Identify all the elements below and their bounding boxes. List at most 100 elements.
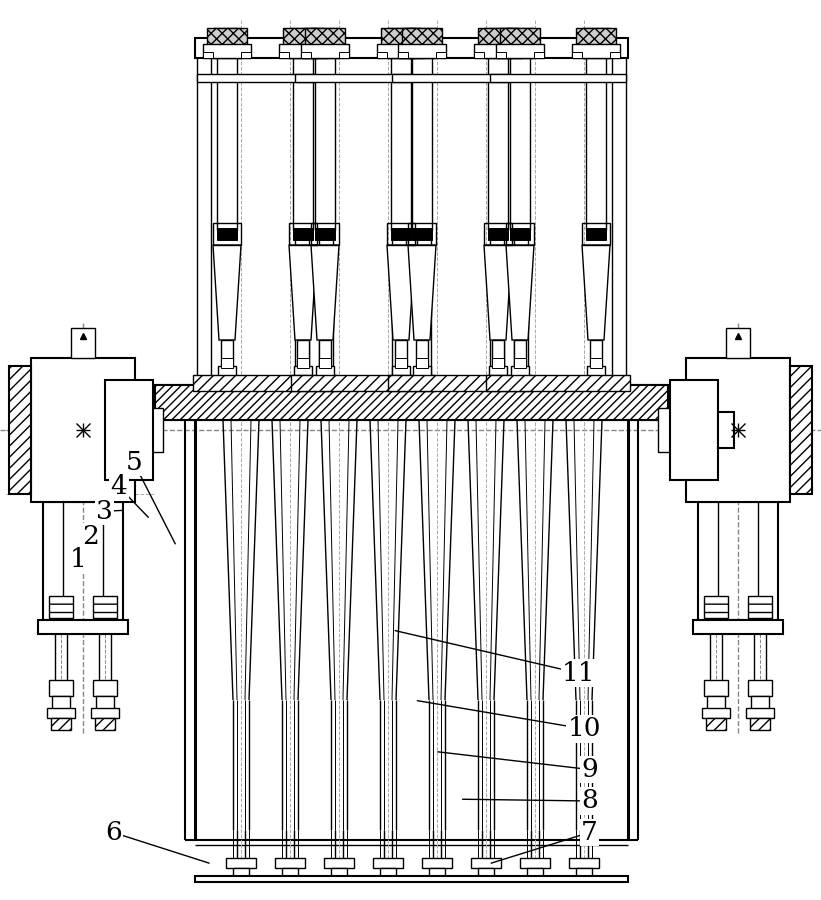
Bar (726, 328, 750, 358)
Bar (218, 366, 236, 378)
Polygon shape (408, 245, 436, 340)
Bar (748, 680, 772, 696)
Bar (207, 28, 247, 56)
Bar (572, 44, 620, 58)
Bar (301, 52, 311, 58)
Bar (514, 56, 528, 385)
Bar (301, 44, 349, 58)
Bar (315, 228, 335, 240)
Bar (297, 340, 309, 380)
Bar (415, 52, 425, 58)
Bar (197, 74, 333, 82)
Bar (490, 56, 504, 385)
Bar (693, 620, 783, 634)
Bar (506, 223, 534, 245)
Bar (586, 56, 606, 230)
Bar (279, 52, 289, 58)
Bar (71, 328, 95, 358)
Bar (416, 340, 428, 380)
Bar (388, 375, 532, 391)
Bar (293, 38, 433, 58)
Text: 5: 5 (126, 450, 142, 475)
Bar (311, 223, 339, 245)
Bar (471, 858, 501, 868)
Bar (155, 385, 668, 420)
Bar (576, 868, 592, 878)
Bar (527, 868, 543, 878)
Bar (412, 228, 432, 240)
Bar (514, 340, 526, 380)
Text: 3: 3 (96, 499, 112, 524)
Bar (496, 52, 506, 58)
Bar (315, 56, 335, 230)
Bar (289, 223, 317, 245)
Bar (569, 858, 599, 868)
Polygon shape (582, 245, 610, 340)
Bar (582, 223, 610, 245)
Bar (203, 44, 251, 58)
Bar (582, 28, 610, 58)
Bar (316, 366, 334, 378)
Text: 1: 1 (70, 547, 86, 572)
Bar (658, 408, 678, 452)
Bar (377, 44, 425, 58)
Bar (295, 74, 431, 82)
Bar (387, 223, 415, 245)
Bar (324, 858, 354, 868)
Bar (283, 28, 323, 56)
Bar (408, 28, 436, 58)
Bar (241, 52, 251, 58)
Bar (398, 44, 446, 58)
Bar (486, 375, 630, 391)
Polygon shape (311, 245, 339, 340)
Bar (331, 868, 347, 878)
Bar (105, 380, 153, 480)
Bar (93, 680, 117, 696)
Bar (484, 223, 512, 245)
Bar (91, 708, 119, 718)
Bar (213, 28, 241, 58)
Bar (576, 28, 616, 56)
Bar (748, 596, 772, 618)
Bar (392, 74, 528, 82)
Bar (587, 366, 605, 378)
Bar (586, 228, 606, 240)
Bar (95, 718, 115, 730)
Bar (506, 28, 534, 58)
Bar (31, 358, 135, 502)
Bar (670, 380, 718, 480)
Bar (197, 56, 211, 385)
Bar (510, 56, 530, 230)
Bar (534, 52, 544, 58)
Bar (746, 708, 774, 718)
Bar (213, 223, 241, 245)
Bar (702, 708, 730, 718)
Bar (500, 28, 540, 56)
Bar (391, 56, 411, 230)
Bar (193, 375, 337, 391)
Bar (319, 56, 333, 385)
Bar (226, 858, 256, 868)
Bar (293, 56, 313, 230)
Bar (305, 28, 345, 56)
Bar (390, 38, 530, 58)
Bar (707, 696, 725, 710)
Bar (489, 366, 507, 378)
Bar (704, 680, 728, 696)
Bar (392, 366, 410, 378)
Bar (297, 358, 309, 368)
Bar (492, 340, 504, 380)
Bar (413, 366, 431, 378)
Bar (195, 38, 335, 58)
Bar (279, 44, 327, 58)
Bar (706, 718, 726, 730)
Bar (217, 228, 237, 240)
Bar (496, 44, 544, 58)
Bar (474, 52, 484, 58)
Bar (319, 358, 331, 368)
Bar (610, 52, 620, 58)
Bar (49, 596, 73, 618)
Bar (221, 340, 233, 380)
Bar (510, 228, 530, 240)
Bar (317, 52, 327, 58)
